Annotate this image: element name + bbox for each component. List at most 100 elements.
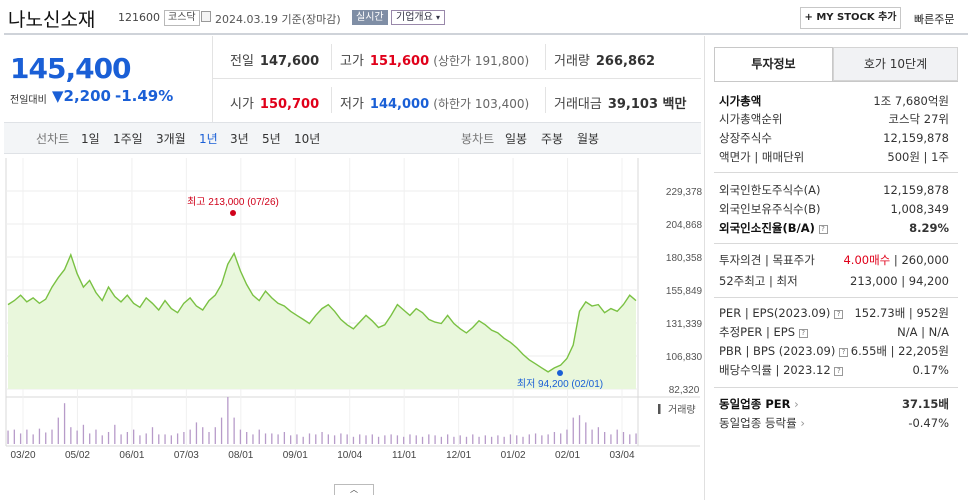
foreign-hold-row: 외국인보유주식수(B) 1,008,349 [719,200,949,218]
volume-bar [145,433,147,444]
volume-bar [114,424,116,444]
volume-bar [13,429,15,444]
volume-bar [622,432,625,444]
x-tick-label: 09/01 [283,450,308,461]
volume-bar [421,436,424,444]
market-badge: 코스닥 [164,10,200,26]
volume: 거래량 266,862 [554,50,655,69]
tab-invest-info[interactable]: 투자정보 [714,47,833,81]
foreign-hold-label: 외국인보유주식수(B) [719,202,821,216]
market-cap-rank-row: 시가총액순위 코스닥 27위 [719,110,949,128]
volume-bar [32,434,34,444]
lower-limit: (하한가 103,400) [433,97,530,111]
volume-bar [252,434,254,444]
volume-bar [258,429,260,444]
volume-bar [308,433,311,444]
tab-range-1d[interactable]: 1일 [81,132,100,146]
tab-range-5y[interactable]: 5년 [262,132,281,146]
help-icon[interactable]: ? [818,225,828,234]
volume-bar [585,422,587,444]
company-overview-dropdown[interactable]: 기업개요 ▾ [391,10,446,25]
caret-right-icon[interactable]: › [800,416,805,430]
volume-bar [315,434,317,444]
volume-bar [327,434,329,444]
per-label: PER | EPS(2023.09) [719,306,831,320]
market-cap-rank-label: 시가총액순위 [719,112,783,126]
week52-value: 213,000 | 94,200 [850,274,949,288]
help-icon[interactable]: ? [834,367,844,376]
help-icon[interactable]: ? [798,329,808,338]
dividend-row: 배당수익률 | 2023.12 ? 0.17% [719,361,949,379]
chart-expand-handle[interactable]: ︿ [334,484,374,495]
tab-range-10y[interactable]: 10년 [294,132,321,146]
trade-amount-value: 39,103 백만 [607,97,687,112]
foreign-limit-row: 외국인한도주식수(A) 12,159,878 [719,181,949,199]
my-stock-add-button[interactable]: + MY STOCK 추가 [800,7,901,29]
volume-bar [321,432,323,444]
help-icon[interactable]: ? [834,310,844,319]
volume-bar [158,434,160,444]
volume-bar [547,434,549,444]
volume-bar [578,415,581,444]
volume-bar [390,434,392,444]
volume-bar [183,432,185,444]
tab-orderbook[interactable]: 호가 10단계 [833,47,958,81]
price-chart[interactable]: 229,378 204,868 180,358 155,849 131,339 106,8… [0,156,703,486]
divider [213,78,701,79]
x-tick-label: 03/04 [609,450,634,461]
foreign-ratio-row: 외국인소진율(B/A) ? 8.29% [719,219,949,237]
foreign-limit-value: 12,159,878 [883,183,949,197]
volume-bar [428,434,430,444]
divider [212,36,213,122]
chevron-down-icon: ▾ [436,13,441,22]
volume-bar [277,434,279,444]
volume-bar [528,434,530,444]
opinion-label: 투자의견 | 목표주가 [719,253,815,267]
tab-range-1w[interactable]: 1주일 [113,132,143,146]
volume-bar [220,417,223,444]
volume-bar [340,433,342,444]
live-button[interactable]: 실시간 [352,10,388,25]
market-cap-value: 1조 7,680억원 [873,94,949,108]
tab-range-1y[interactable]: 1년 [199,132,218,146]
volume-label: ▎거래량 [658,404,696,416]
market-cap-label: 시가총액 [719,94,762,108]
tab-candle-daily[interactable]: 일봉 [505,132,528,146]
volume-bar [271,433,273,444]
foreign-hold-value: 1,008,349 [890,202,949,216]
tab-candle-weekly[interactable]: 주봉 [541,132,564,146]
volume-bar [239,429,242,444]
volume-bar [516,435,518,444]
divider [714,387,958,388]
volume-bar [120,434,122,444]
market-cap-rank-value: 코스닥 27위 [888,112,949,126]
peer-per-row: 동일업종 PER › 37.15배 [719,395,949,413]
y-tick-label: 229,378 [666,187,703,198]
quick-order-link[interactable]: 빠른주문 [914,13,955,26]
volume-bar [290,435,292,444]
caret-right-icon[interactable]: › [794,397,799,411]
volume-bar [302,436,304,444]
y-tick-label: 131,339 [666,319,703,330]
tab-range-3y[interactable]: 3년 [230,132,249,146]
volume-bar [447,434,449,444]
target-price: 260,000 [901,253,949,267]
volume-bar [214,427,216,444]
tab-range-3m[interactable]: 3개월 [156,132,186,146]
info-tabs: 투자정보 호가 10단계 [714,47,958,81]
invest-info-panel [704,36,968,500]
pbr-row: PBR | BPS (2023.09) ? 6.55배 | 22,205원 [719,342,949,360]
calendar-icon [201,11,211,22]
divider [714,297,958,298]
volume-bar [82,424,85,444]
tab-candle-monthly[interactable]: 월봉 [577,132,600,146]
volume-bar [170,435,172,444]
help-icon[interactable]: ? [838,348,848,357]
company-overview-label: 기업개요 [396,12,433,23]
volume-bar [89,433,91,444]
prev-close-label: 전일 [230,54,254,69]
volume-bar [296,434,298,444]
candle-chart-label: 봉차트 [461,132,495,146]
peer-rate-value: -0.47% [908,416,949,430]
volume-bar [403,436,405,444]
